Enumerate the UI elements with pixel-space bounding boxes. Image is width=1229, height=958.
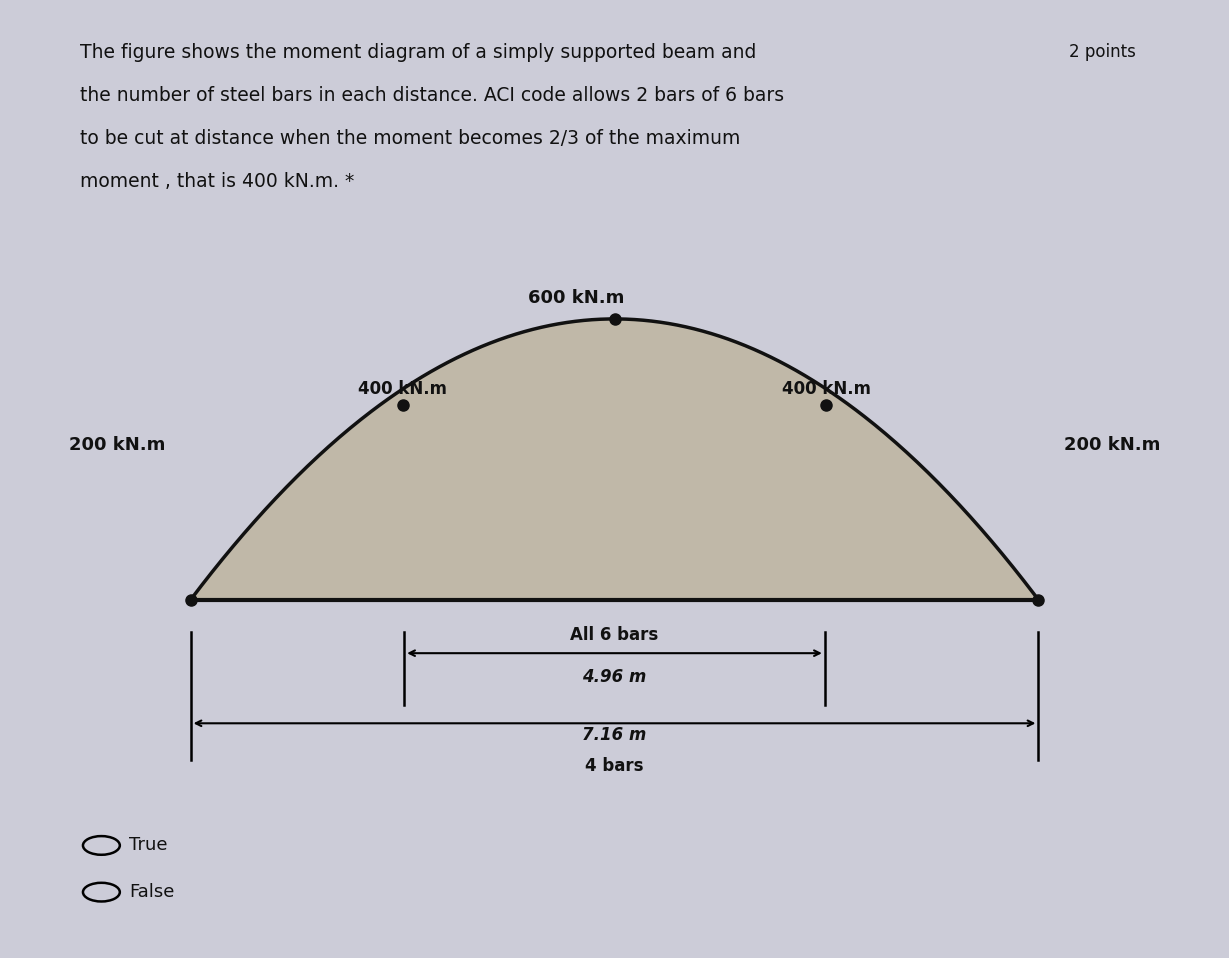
Text: 4 bars: 4 bars	[585, 757, 644, 775]
Text: 200 kN.m: 200 kN.m	[1064, 436, 1160, 454]
Text: False: False	[129, 883, 175, 901]
Text: to be cut at distance when the moment becomes 2/3 of the maximum: to be cut at distance when the moment be…	[80, 129, 740, 148]
Text: moment , that is 400 kN.m. *: moment , that is 400 kN.m. *	[80, 172, 354, 192]
Text: 400 kN.m: 400 kN.m	[782, 380, 871, 399]
Text: 7.16 m: 7.16 m	[583, 726, 646, 744]
Text: 600 kN.m: 600 kN.m	[528, 289, 624, 308]
Text: the number of steel bars in each distance. ACI code allows 2 bars of 6 bars: the number of steel bars in each distanc…	[80, 86, 784, 105]
Text: 200 kN.m: 200 kN.m	[69, 436, 165, 454]
Text: All 6 bars: All 6 bars	[570, 626, 659, 644]
Text: 4.96 m: 4.96 m	[583, 669, 646, 687]
Text: True: True	[129, 836, 167, 855]
Text: 400 kN.m: 400 kN.m	[358, 380, 447, 399]
Text: 2 points: 2 points	[1069, 43, 1136, 61]
Polygon shape	[190, 319, 1039, 600]
Text: The figure shows the moment diagram of a simply supported beam and: The figure shows the moment diagram of a…	[80, 43, 756, 62]
